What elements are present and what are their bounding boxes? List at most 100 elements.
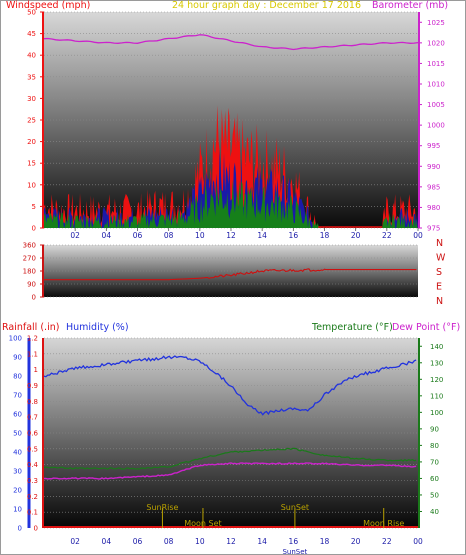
- wind-x-tick: 14: [257, 231, 267, 240]
- barometer-y-tick: 980: [427, 204, 440, 212]
- humidity-line: [43, 355, 417, 416]
- chart-title: 24 hour graph day : December 17 2016: [172, 0, 361, 11]
- wind-gust-area: [44, 105, 418, 228]
- temperature-y-tick: 70: [430, 458, 439, 466]
- wind-x-tick: 10: [195, 231, 205, 240]
- direction-y-tick: 90: [27, 281, 36, 289]
- wind-y-tick: 25: [27, 117, 36, 125]
- wind-y-tick: 15: [27, 160, 36, 168]
- climate-x-tick: 20: [351, 537, 361, 546]
- wind-axis-title: Windspeed (mph): [6, 0, 90, 11]
- rain-y-tick: 1.1: [27, 350, 38, 358]
- event-label: SunRise: [146, 503, 178, 512]
- dewpoint-axis-title: Dew Point (°F): [392, 322, 460, 333]
- temperature-y-tick: 100: [430, 409, 443, 417]
- humidity-y-tick: 50: [13, 430, 22, 438]
- rain-y-tick: 0.7: [27, 414, 38, 422]
- rain-y-tick: 0: [34, 525, 38, 533]
- wind-y-tick: 50: [27, 9, 36, 17]
- humidity-y-tick: 20: [13, 487, 22, 495]
- wind-y-tick: 40: [27, 52, 36, 60]
- climate-x-tick: 12: [226, 537, 236, 546]
- humidity-y-tick: 80: [13, 373, 22, 381]
- compass-label: N: [436, 238, 443, 249]
- direction-y-tick: 360: [23, 242, 36, 250]
- rainfall-axis-title: Rainfall (.in): [2, 322, 59, 333]
- temperature-y-tick: 40: [430, 508, 439, 516]
- event-label: SunSet: [281, 503, 309, 512]
- wind-y-tick: 30: [27, 95, 36, 103]
- rain-y-tick: 0.8: [27, 398, 38, 406]
- compass-label: W: [436, 253, 446, 264]
- temperature-y-tick: 60: [430, 475, 439, 483]
- barometer-y-tick: 1000: [427, 122, 445, 130]
- humidity-y-tick: 30: [13, 468, 22, 476]
- humidity-y-tick: 70: [13, 392, 22, 400]
- direction-y-tick: 0: [32, 294, 36, 302]
- temperature-y-tick: 140: [430, 343, 443, 351]
- temperature-y-tick: 90: [430, 425, 439, 433]
- compass-label: E: [436, 282, 442, 293]
- climate-x-tick: 10: [195, 537, 205, 546]
- humidity-y-tick: 100: [9, 335, 22, 343]
- wind-x-tick: 06: [133, 231, 143, 240]
- wind-x-tick: 12: [226, 231, 236, 240]
- wind-x-tick: 02: [70, 231, 80, 240]
- climate-x-tick: 06: [133, 537, 143, 546]
- rain-y-tick: 0.4: [27, 461, 39, 469]
- climate-x-tick: 18: [320, 537, 330, 546]
- barometer-y-tick: 990: [427, 163, 440, 171]
- barometer-axis-title: Barometer (mb): [372, 0, 448, 11]
- direction-y-tick: 270: [23, 255, 36, 263]
- rain-y-tick: 0.6: [27, 430, 39, 438]
- rain-y-tick: 0.2: [27, 493, 38, 501]
- wind-x-tick: 18: [320, 231, 330, 240]
- temperature-y-tick: 130: [430, 359, 443, 367]
- wind-y-tick: 10: [27, 181, 36, 189]
- climate-x-tick: 08: [164, 537, 174, 546]
- climate-x-tick: 02: [70, 537, 80, 546]
- climate-x-tick: 04: [102, 537, 112, 546]
- wind-y-tick: 45: [27, 30, 36, 38]
- rain-y-tick: 0.1: [27, 509, 38, 517]
- climate-x-tick: 22: [382, 537, 392, 546]
- wind-y-tick: 20: [27, 138, 36, 146]
- humidity-y-tick: 10: [13, 506, 22, 514]
- humidity-y-tick: 0: [18, 525, 22, 533]
- wind-direction-line: [44, 268, 417, 281]
- wind-y-tick: 0: [32, 225, 36, 233]
- dewpoint-line: [43, 462, 417, 480]
- barometer-y-tick: 1015: [427, 60, 445, 68]
- wind-x-tick: 08: [164, 231, 174, 240]
- temperature-y-tick: 50: [430, 491, 439, 499]
- wind-x-tick: 16: [289, 231, 299, 240]
- barometer-y-tick: 1020: [427, 39, 445, 47]
- climate-x-tick: 00: [413, 537, 423, 546]
- barometer-line: [43, 34, 419, 51]
- humidity-y-tick: 60: [13, 411, 22, 419]
- barometer-y-tick: 1025: [427, 19, 445, 27]
- temperature-y-tick: 120: [430, 376, 443, 384]
- event-label: Moon Set: [184, 519, 221, 528]
- direction-y-tick: 180: [23, 268, 36, 276]
- temperature-axis-title: Temperature (°F): [311, 322, 393, 333]
- barometer-y-tick: 985: [427, 183, 440, 191]
- wind-x-tick: 00: [413, 231, 423, 240]
- temperature-y-tick: 110: [430, 392, 443, 400]
- barometer-y-tick: 975: [427, 225, 440, 233]
- humidity-y-tick: 40: [13, 449, 22, 457]
- barometer-y-tick: 1010: [427, 81, 445, 89]
- rain-y-tick: 1: [34, 366, 38, 374]
- rain-y-tick: 0.3: [27, 477, 38, 485]
- rain-y-tick: 1.2: [27, 335, 38, 343]
- wind-low-area: [44, 179, 418, 228]
- humidity-y-tick: 90: [13, 354, 22, 362]
- rain-y-tick: 0.5: [27, 445, 38, 453]
- sunset-axis-label: SunSet: [282, 548, 307, 555]
- wind-x-tick: 22: [382, 231, 392, 240]
- rain-y-tick: 0.9: [27, 382, 38, 390]
- climate-x-tick: 16: [289, 537, 299, 546]
- barometer-y-tick: 1005: [427, 101, 445, 109]
- event-label: Moon Rise: [363, 519, 404, 528]
